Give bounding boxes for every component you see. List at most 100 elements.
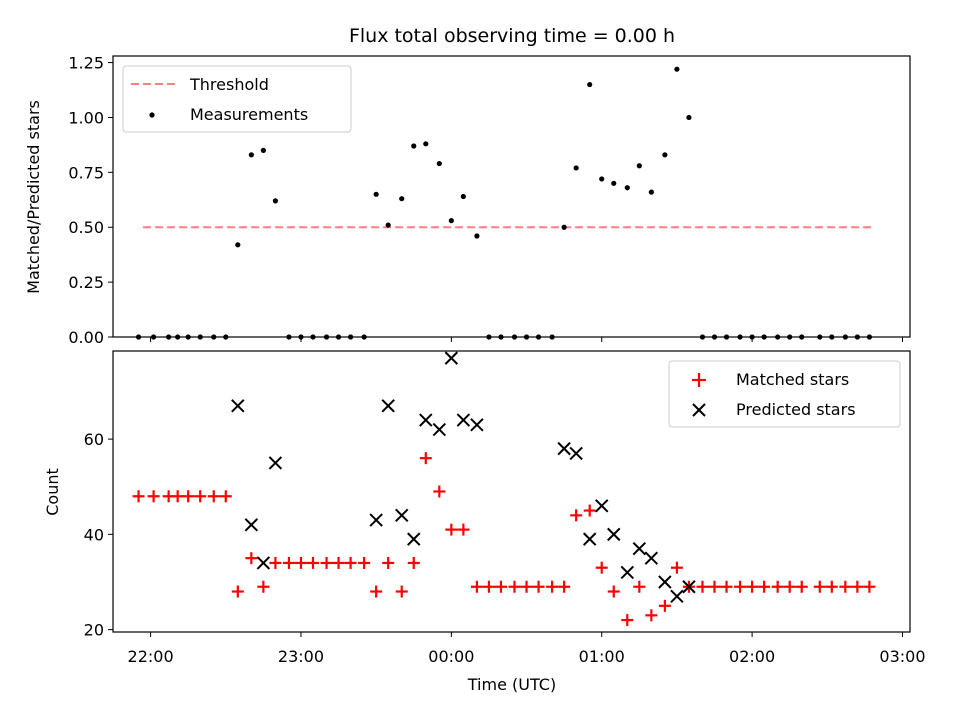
matched-star-marker (558, 580, 571, 593)
predicted-star-marker (658, 575, 672, 589)
measurement-point (260, 147, 266, 153)
measurement-point (549, 334, 555, 340)
predicted-star-marker (256, 556, 271, 570)
matched-star-marker (344, 556, 357, 569)
measurement-point (335, 334, 342, 340)
legend-predicted-label: Predicted stars (736, 400, 856, 419)
predicted-star-marker (244, 518, 259, 532)
bottom-xtick-label: 00:00 (428, 647, 474, 666)
predicted-star-marker (557, 441, 571, 456)
measurement-point (361, 334, 367, 340)
chart-title: Flux total observing time = 0.00 h (349, 25, 675, 47)
matched-star-marker (358, 556, 371, 569)
legend-matched-label: Matched stars (736, 370, 849, 389)
matched-star-marker (147, 490, 160, 503)
top-axes-frame (112, 55, 911, 338)
matched-star-marker (470, 580, 483, 593)
matched-star-marker (771, 580, 784, 593)
measurement-point (235, 242, 241, 248)
matched-star-marker (633, 580, 646, 593)
top-legend-box (122, 65, 352, 133)
predicted-star-marker (231, 399, 245, 413)
legend-measurements-swatch (149, 112, 155, 118)
measurement-point (561, 224, 567, 230)
predicted-star-marker (595, 499, 609, 513)
measurement-point (662, 152, 668, 158)
matched-star-marker (419, 452, 432, 465)
predicted-star-marker (682, 580, 696, 594)
top-panel: Matched/Predicted stars 0.00 0.25 0.50 0.75… (24, 54, 911, 347)
bottom-ytick-label: 40 (84, 525, 104, 544)
top-ytick-label: 0.25 (68, 273, 104, 292)
measurement-point (436, 160, 442, 167)
matched-star-marker (245, 552, 258, 565)
measurement-point (310, 334, 316, 340)
top-ytick-label: 1.25 (68, 54, 104, 73)
legend-matched-swatch (692, 373, 706, 387)
matched-star-marker (621, 614, 634, 627)
legend-measurements-label: Measurements (190, 105, 308, 124)
measurement-point (448, 218, 454, 224)
measurement-point (474, 233, 480, 239)
measurement-point (711, 334, 718, 340)
measurement-point (211, 334, 217, 340)
measurement-point (829, 334, 835, 340)
top-ytick-label: 0.50 (68, 218, 104, 237)
measurement-point (723, 334, 730, 340)
matched-star-marker (207, 490, 220, 503)
matched-star-marker (670, 561, 683, 574)
bottom-ytick-label: 60 (84, 430, 104, 449)
matched-star-marker (294, 556, 307, 569)
matched-star-marker (734, 580, 747, 593)
matched-star-marker (395, 585, 408, 598)
measurement-point (648, 189, 654, 195)
measurement-point (166, 334, 172, 340)
matched-star-marker (851, 580, 864, 593)
measurement-point (749, 334, 755, 340)
matched-star-marker (813, 580, 826, 593)
matched-star-marker (595, 561, 608, 574)
matched-star-marker (795, 580, 808, 593)
measurement-point (323, 334, 330, 340)
measurement-point (866, 334, 872, 340)
measurement-point (185, 334, 191, 340)
legend-predicted-swatch (692, 403, 706, 417)
measurement-point (286, 334, 292, 340)
matched-star-marker (570, 509, 583, 522)
matched-star-marker (219, 490, 232, 503)
matched-star-marker (532, 580, 545, 593)
measurement-point (686, 114, 692, 121)
measurement-point (347, 334, 354, 340)
matched-star-marker (863, 580, 876, 593)
matched-star-marker (257, 580, 270, 593)
top-ytick-label: 0.00 (68, 328, 104, 347)
measurement-point (587, 81, 593, 88)
measurement-point (411, 143, 417, 149)
bottom-ylabel: Count (43, 468, 62, 516)
predicted-star-marker (395, 508, 409, 523)
matched-star-marker (720, 580, 733, 593)
top-ytick-label: 1.00 (68, 108, 104, 127)
matched-star-marker (382, 556, 395, 569)
measurement-point (787, 334, 793, 340)
bottom-xtick-label: 03:00 (879, 647, 925, 666)
top-ylabel: Matched/Predicted stars (24, 100, 43, 294)
matched-star-marker (645, 609, 658, 622)
measurement-point (272, 198, 279, 204)
bottom-xtick-label: 23:00 (278, 647, 324, 666)
matched-star-marker (746, 580, 759, 593)
matched-star-marker (520, 580, 533, 593)
measurement-point (523, 334, 530, 340)
bottom-legend: Matched stars Predicted stars (668, 360, 901, 428)
measurement-point (775, 334, 781, 340)
matched-star-marker (231, 585, 244, 598)
measurement-point (599, 176, 605, 182)
measurement-point (573, 165, 579, 171)
measurement-point (854, 334, 860, 340)
matched-star-marker (696, 580, 709, 593)
matched-star-marker (445, 523, 458, 536)
matched-star-marker (370, 585, 383, 598)
measurement-point (761, 334, 767, 340)
predicted-star-marker (607, 527, 621, 542)
